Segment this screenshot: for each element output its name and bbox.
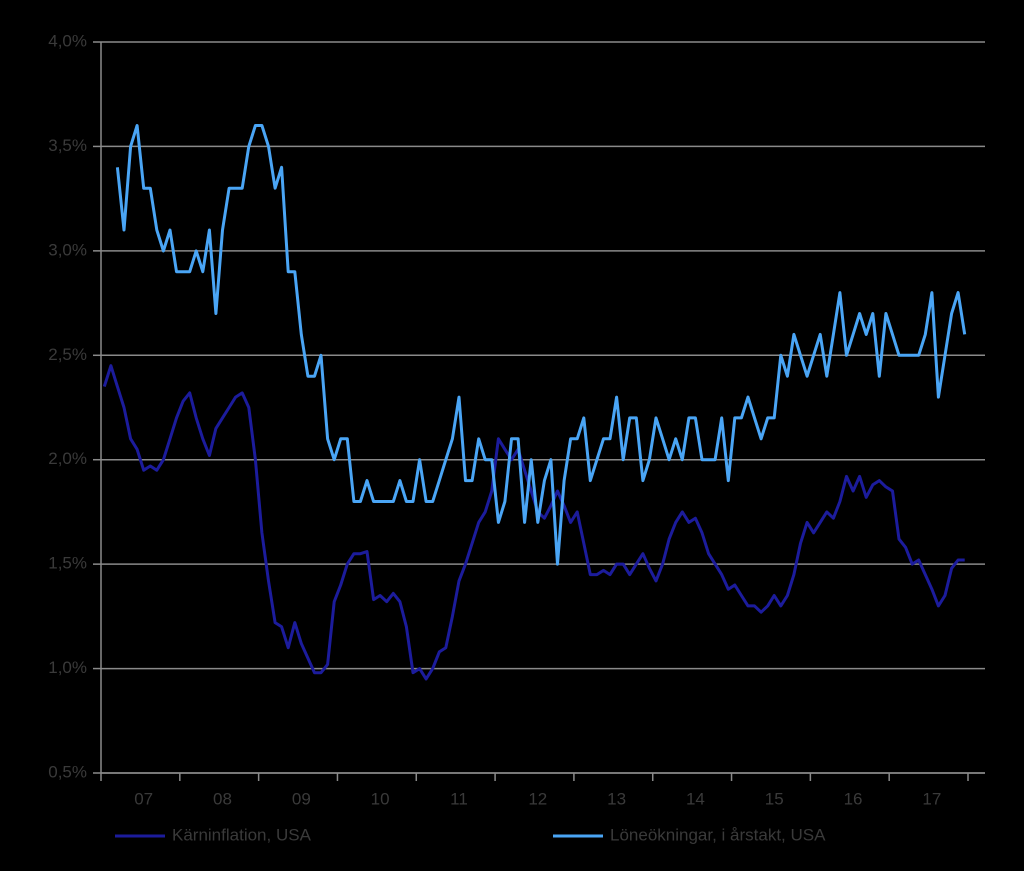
x-tick-label: 07 [134, 789, 153, 808]
y-tick-label: 3,0% [48, 240, 87, 259]
y-tick-label: 0,5% [48, 762, 87, 781]
y-tick-label: 1,0% [48, 658, 87, 677]
x-tick-label: 11 [450, 789, 468, 808]
x-tick-label: 14 [686, 789, 705, 808]
y-tick-label: 4,0% [48, 31, 87, 50]
x-tick-label: 15 [765, 789, 784, 808]
x-tick-label: 08 [213, 789, 232, 808]
x-tick-label: 16 [844, 789, 863, 808]
x-tick-label: 10 [371, 789, 390, 808]
y-tick-label: 3,5% [48, 136, 87, 155]
x-tick-label: 12 [528, 789, 547, 808]
legend-label: Löneökningar, i årstakt, USA [610, 825, 826, 844]
legend-label: Kärninflation, USA [172, 825, 312, 844]
y-tick-label: 2,0% [48, 449, 87, 468]
x-tick-label: 17 [922, 789, 941, 808]
y-tick-label: 2,5% [48, 345, 87, 364]
x-tick-label: 13 [607, 789, 626, 808]
y-tick-label: 1,5% [48, 554, 87, 573]
series-line [115, 124, 967, 566]
x-tick-label: 09 [292, 789, 311, 808]
